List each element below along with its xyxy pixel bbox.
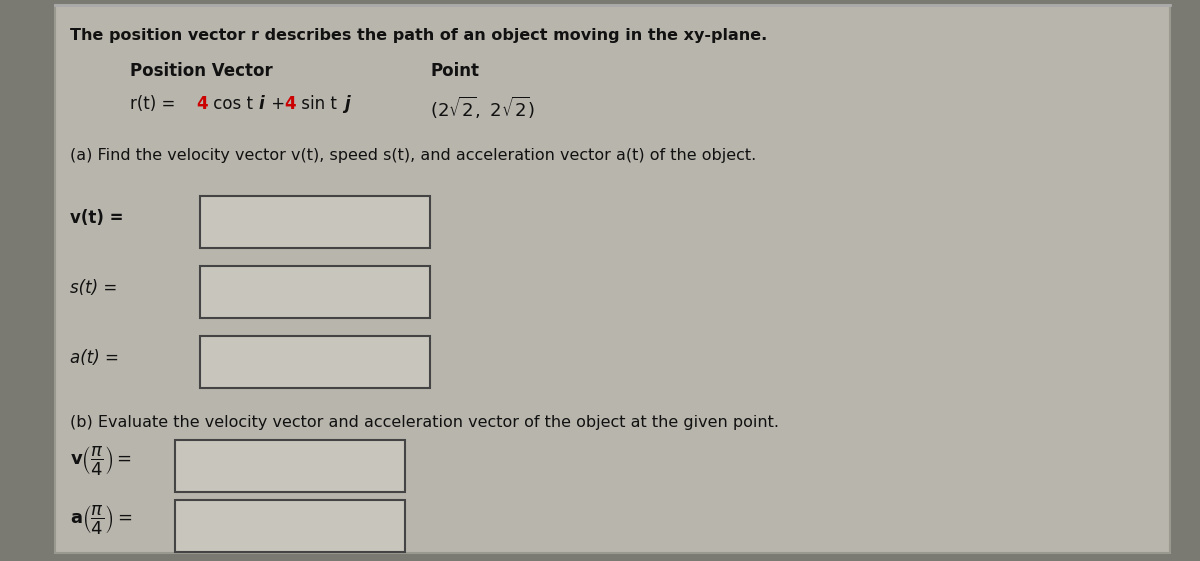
Text: $\mathbf{a}\left(\dfrac{\pi}{4}\right) =$: $\mathbf{a}\left(\dfrac{\pi}{4}\right) =… <box>70 504 132 536</box>
Text: The position vector r describes the path of an object moving in the xy-plane.: The position vector r describes the path… <box>70 28 767 43</box>
Text: $(2\sqrt{2},\ 2\sqrt{2})$: $(2\sqrt{2},\ 2\sqrt{2})$ <box>430 95 535 121</box>
FancyBboxPatch shape <box>175 500 406 552</box>
Text: sin t: sin t <box>296 95 337 113</box>
Text: cos t: cos t <box>208 95 253 113</box>
FancyBboxPatch shape <box>200 196 430 248</box>
Text: $\mathbf{v}\left(\dfrac{\pi}{4}\right) =$: $\mathbf{v}\left(\dfrac{\pi}{4}\right) =… <box>70 444 132 476</box>
Text: r(t) =: r(t) = <box>130 95 181 113</box>
Text: a(t) =: a(t) = <box>70 349 119 367</box>
Text: (b) Evaluate the velocity vector and acceleration vector of the object at the gi: (b) Evaluate the velocity vector and acc… <box>70 415 779 430</box>
Text: 4: 4 <box>284 95 295 113</box>
Text: (a) Find the velocity vector v(t), speed s(t), and acceleration vector a(t) of t: (a) Find the velocity vector v(t), speed… <box>70 148 756 163</box>
Text: 4: 4 <box>196 95 208 113</box>
FancyBboxPatch shape <box>200 336 430 388</box>
Text: j: j <box>344 95 349 113</box>
Text: Point: Point <box>430 62 479 80</box>
FancyBboxPatch shape <box>55 5 1170 553</box>
Text: v(t) =: v(t) = <box>70 209 124 227</box>
Text: +: + <box>266 95 290 113</box>
Text: i: i <box>258 95 264 113</box>
Text: s(t) =: s(t) = <box>70 279 118 297</box>
FancyBboxPatch shape <box>175 440 406 492</box>
FancyBboxPatch shape <box>200 266 430 318</box>
Text: Position Vector: Position Vector <box>130 62 272 80</box>
